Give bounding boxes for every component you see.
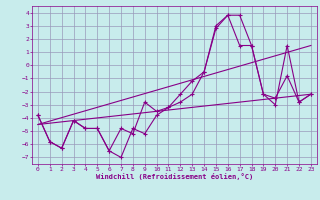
X-axis label: Windchill (Refroidissement éolien,°C): Windchill (Refroidissement éolien,°C) — [96, 173, 253, 180]
